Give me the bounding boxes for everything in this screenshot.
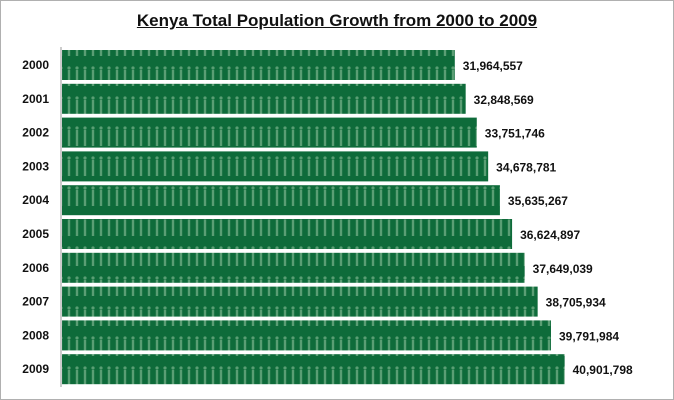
- data-label: 36,624,897: [520, 228, 580, 242]
- data-label: 37,649,039: [533, 262, 593, 276]
- data-label: 33,751,746: [485, 127, 545, 141]
- bar-2002: [62, 117, 477, 148]
- bar-2006: [62, 252, 525, 283]
- chart-title: Kenya Total Population Growth from 2000 …: [136, 11, 538, 30]
- data-label: 32,848,569: [474, 93, 534, 107]
- bar-2000: [62, 50, 455, 80]
- bar-2003: [62, 151, 489, 182]
- bar-2007: [62, 286, 538, 317]
- y-tick-label: 2004: [22, 193, 49, 207]
- bar-2004: [62, 185, 500, 216]
- bar-2008: [62, 320, 551, 351]
- data-label: 40,901,798: [573, 363, 633, 377]
- y-tick-label: 2006: [22, 261, 49, 275]
- bar-2001: [62, 83, 466, 114]
- y-tick-label: 2001: [22, 92, 49, 106]
- data-label: 35,635,267: [508, 194, 568, 208]
- y-tick-label: 2003: [22, 159, 49, 173]
- y-tick-label: 2007: [22, 295, 49, 309]
- y-tick-label: 2000: [22, 58, 49, 72]
- y-tick-label: 2005: [22, 227, 49, 241]
- data-label: 31,964,557: [463, 59, 523, 73]
- y-tick-label: 2009: [22, 362, 49, 376]
- bar-2005: [62, 219, 513, 249]
- y-tick-label: 2008: [22, 328, 49, 342]
- data-label: 34,678,781: [496, 160, 556, 174]
- y-tick-label: 2002: [22, 126, 49, 140]
- data-label: 39,791,984: [559, 329, 619, 343]
- bar-2009: [62, 354, 565, 385]
- data-label: 38,705,934: [546, 296, 606, 310]
